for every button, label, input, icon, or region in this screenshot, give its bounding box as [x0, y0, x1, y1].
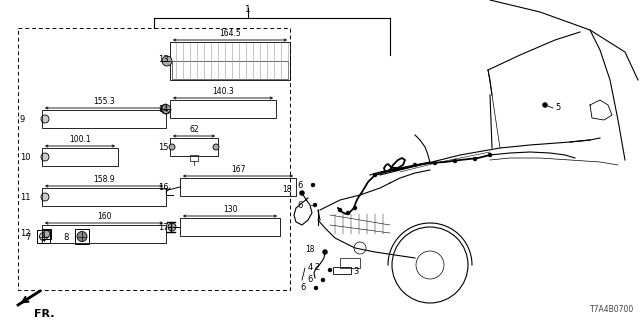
Circle shape	[433, 161, 437, 165]
Bar	[180, 218, 280, 236]
Text: 100.1: 100.1	[69, 135, 91, 144]
Text: 155.3: 155.3	[93, 97, 115, 106]
Circle shape	[41, 153, 49, 161]
Text: 164.5: 164.5	[219, 29, 241, 38]
Circle shape	[373, 173, 377, 177]
Circle shape	[488, 153, 492, 157]
Text: 167: 167	[231, 165, 245, 174]
Circle shape	[321, 278, 325, 282]
Text: 18: 18	[282, 186, 292, 195]
Bar	[170, 42, 290, 80]
Text: 5: 5	[555, 103, 560, 113]
Text: 6: 6	[308, 276, 313, 284]
Text: 10: 10	[20, 153, 31, 162]
Bar	[172, 61, 288, 79]
Circle shape	[41, 193, 49, 201]
Bar	[42, 188, 166, 206]
Circle shape	[41, 115, 49, 123]
Circle shape	[328, 268, 332, 272]
Text: 62: 62	[189, 125, 199, 134]
Text: 140.3: 140.3	[212, 87, 234, 96]
Circle shape	[323, 250, 328, 254]
Bar	[42, 229, 51, 239]
Text: 3: 3	[353, 267, 358, 276]
Text: 11: 11	[20, 193, 31, 202]
Bar	[180, 178, 296, 196]
Text: 16: 16	[158, 182, 168, 191]
Bar	[75, 229, 89, 244]
Circle shape	[161, 105, 170, 114]
Bar	[42, 225, 166, 243]
Circle shape	[543, 102, 547, 108]
Text: 158.9: 158.9	[93, 175, 115, 184]
Bar	[170, 100, 276, 118]
Text: 18: 18	[305, 245, 315, 254]
Text: 17: 17	[158, 222, 168, 231]
Text: 6: 6	[298, 201, 303, 210]
Bar	[190, 155, 198, 161]
Circle shape	[43, 230, 50, 237]
Bar	[170, 138, 218, 156]
Text: 6: 6	[301, 284, 306, 292]
Circle shape	[346, 211, 350, 215]
Text: 130: 130	[223, 205, 237, 214]
Text: FR.: FR.	[34, 309, 54, 319]
Text: 14: 14	[158, 105, 168, 114]
Circle shape	[313, 203, 317, 207]
Circle shape	[300, 190, 305, 196]
Circle shape	[453, 159, 457, 163]
Text: 13: 13	[158, 55, 168, 65]
Text: 7: 7	[25, 233, 30, 242]
Bar	[333, 267, 351, 274]
Text: T7A4B0700: T7A4B0700	[589, 305, 634, 314]
Circle shape	[162, 56, 172, 66]
Text: 2: 2	[315, 263, 320, 273]
Text: 8: 8	[63, 233, 68, 242]
Text: 1: 1	[245, 5, 251, 14]
Circle shape	[473, 157, 477, 161]
Text: 6: 6	[298, 180, 303, 189]
Circle shape	[40, 233, 47, 241]
Bar	[37, 230, 50, 243]
Circle shape	[77, 231, 87, 242]
Text: 9: 9	[20, 115, 25, 124]
Text: 4: 4	[308, 263, 313, 273]
Circle shape	[213, 144, 219, 150]
Bar	[42, 148, 118, 166]
Text: 15: 15	[158, 142, 168, 151]
Text: 12: 12	[20, 229, 31, 238]
Circle shape	[353, 206, 357, 210]
Bar	[18, 28, 290, 290]
Circle shape	[393, 167, 397, 171]
Bar	[42, 110, 166, 128]
Circle shape	[314, 286, 318, 290]
Circle shape	[413, 163, 417, 167]
Circle shape	[311, 183, 315, 187]
Circle shape	[338, 208, 342, 212]
Text: 160: 160	[97, 212, 111, 221]
Circle shape	[169, 144, 175, 150]
Bar	[340, 258, 360, 268]
Circle shape	[168, 223, 176, 231]
